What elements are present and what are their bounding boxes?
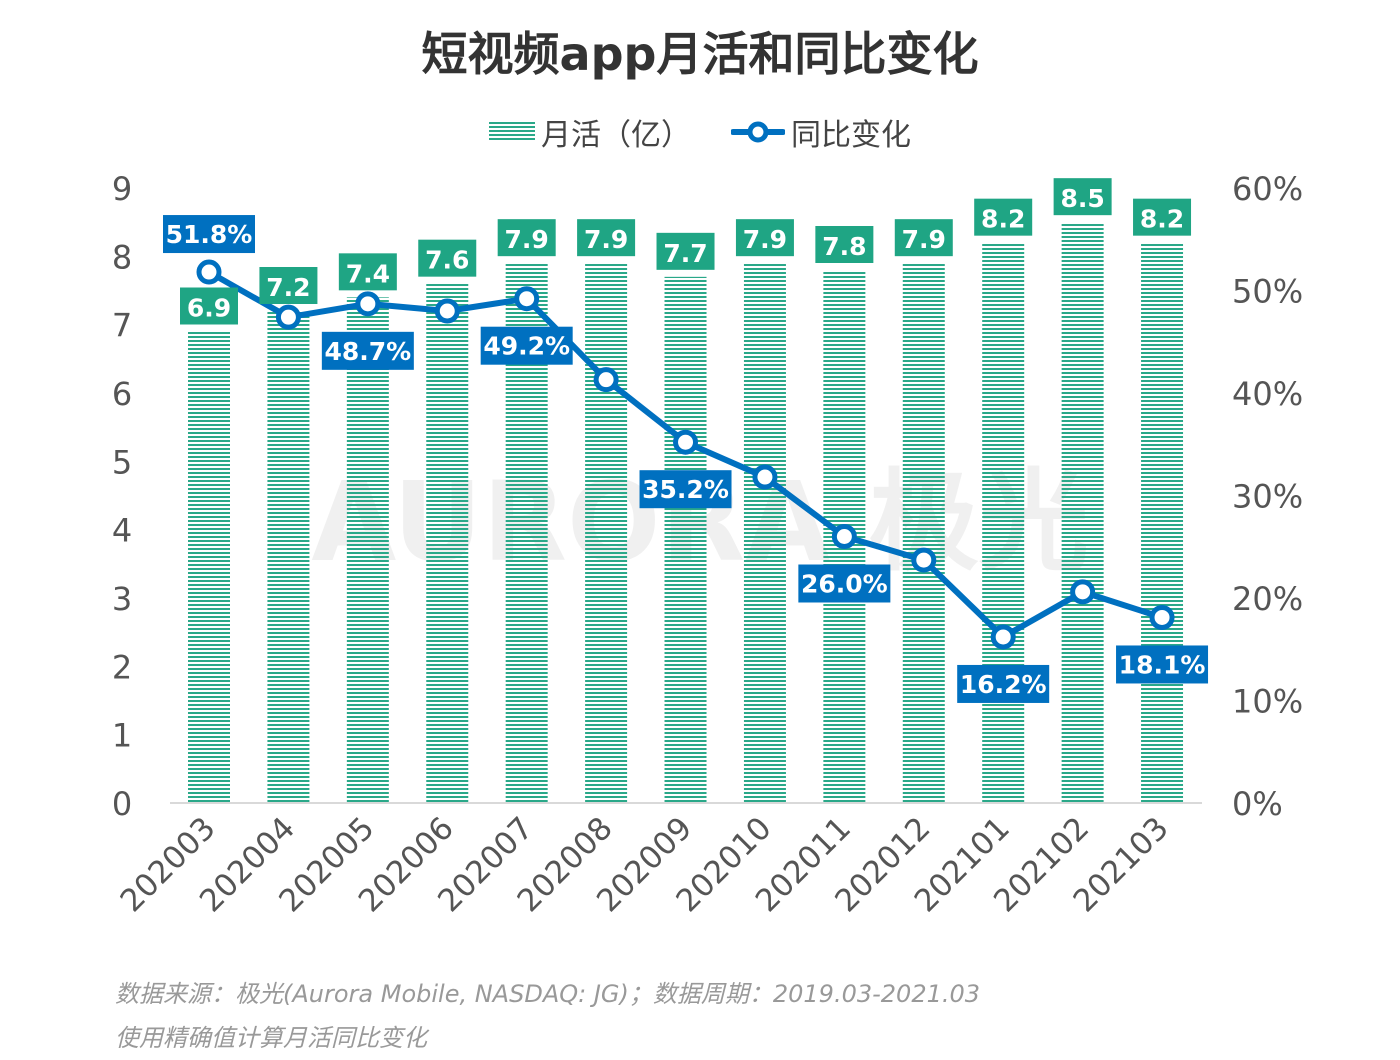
line-point [514,286,540,312]
y-right-tick-label: 0% [1232,785,1283,823]
y-right-tick-label: 20% [1232,580,1303,618]
bar-data-label: 7.9 [743,225,787,254]
bar-label-box [418,239,477,277]
line-label-box [163,215,255,254]
bar [426,283,469,804]
line-data-label: 18.1% [1119,650,1206,679]
bar-data-label: 7.7 [663,239,707,268]
y-left-tick-label: 6 [112,375,132,413]
line-point [355,291,381,317]
y-left-tick-label: 3 [112,580,132,618]
y-left-tick-label: 1 [112,717,132,755]
line-data-label: 16.2% [960,670,1047,699]
bar [585,263,628,804]
bar-label-box [577,219,636,257]
legend-label-bar: 月活（亿） [541,118,691,153]
bar [664,276,707,803]
line-label-box [1116,645,1209,684]
line-point [673,429,699,455]
bar-label-box [815,226,874,263]
bar [346,297,389,803]
y-left-tick-label: 4 [112,512,132,550]
bar [1061,222,1104,803]
legend-label-line: 同比变化 [791,118,911,153]
bar [902,263,945,804]
line-point [990,624,1016,650]
bar-label-box [1053,178,1112,216]
bar-label-box [259,267,318,304]
line-point [275,304,301,330]
line-point [911,547,937,573]
line-point [831,524,857,549]
line-label-box [639,470,732,509]
line-label-box [957,664,1050,703]
line-marker-icon [731,121,785,143]
y-left-tick-label: 7 [112,307,132,345]
line-point [593,367,619,393]
line-data-label: 51.8% [166,220,253,249]
legend: 月活（亿） 同比变化 [0,110,1400,154]
line-label-box [798,564,891,603]
legend-item-bar: 月活（亿） [489,110,691,154]
line-label-box [480,326,573,365]
y-left-tick-label: 9 [112,170,132,208]
bar-label-box [497,219,556,257]
line-label-box [321,331,414,370]
line-point [434,298,460,324]
legend-item-line: 同比变化 [731,110,911,154]
bar-data-label: 7.4 [346,259,390,288]
bar-label-box [180,287,238,325]
source-note: 数据来源：极光(Aurora Mobile, NASDAQ: JG)；数据周期：… [115,980,981,1008]
line-point [1149,604,1175,630]
bar-data-label: 6.9 [187,294,231,323]
line-data-label: 35.2% [642,475,729,504]
y-right-tick-label: 40% [1232,375,1303,413]
chart-title: 短视频app月活和同比变化 [421,27,979,81]
y-left-tick-label: 5 [112,443,132,481]
bar-data-label: 7.8 [822,232,866,261]
bar-label-box [894,219,953,257]
line-data-label: 49.2% [483,332,570,361]
method-note: 使用精确值计算月活同比变化 [115,1024,427,1052]
y-left-tick-label: 8 [112,238,132,276]
bar-label-box [338,253,397,291]
bar [1141,242,1184,803]
y-right-tick-label: 30% [1232,478,1303,516]
bar-label-box [974,198,1033,236]
bar-data-label: 7.9 [902,225,946,254]
bar-data-label: 7.2 [266,273,310,302]
line-data-label: 26.0% [801,570,888,599]
line-point [752,464,778,490]
bar-label-box [1133,198,1192,236]
footer: 数据来源：极光(Aurora Mobile, NASDAQ: JG)；数据周期：… [115,972,980,1060]
bar [982,242,1025,803]
bar-data-label: 7.9 [584,225,628,254]
line-point [196,259,222,285]
bar-label-box [656,232,715,270]
line-data-label: 48.7% [324,337,411,366]
y-right-tick-label: 10% [1232,683,1303,721]
bar [188,331,230,803]
y-right-tick-label: 60% [1232,170,1303,208]
bar-data-label: 8.2 [1140,205,1184,234]
bar-swatch-icon [489,122,535,142]
bar-label-box [735,219,794,257]
bar-data-label: 8.5 [1060,184,1104,213]
bar-data-label: 7.9 [505,225,549,254]
y-left-tick-label: 0 [112,785,132,823]
line-point [1070,579,1096,605]
bar-data-label: 7.6 [425,246,469,275]
bar [267,311,310,803]
bar-data-label: 8.2 [981,205,1025,234]
y-left-tick-label: 2 [112,648,132,686]
bar [743,263,786,804]
y-right-tick-label: 50% [1232,273,1303,311]
